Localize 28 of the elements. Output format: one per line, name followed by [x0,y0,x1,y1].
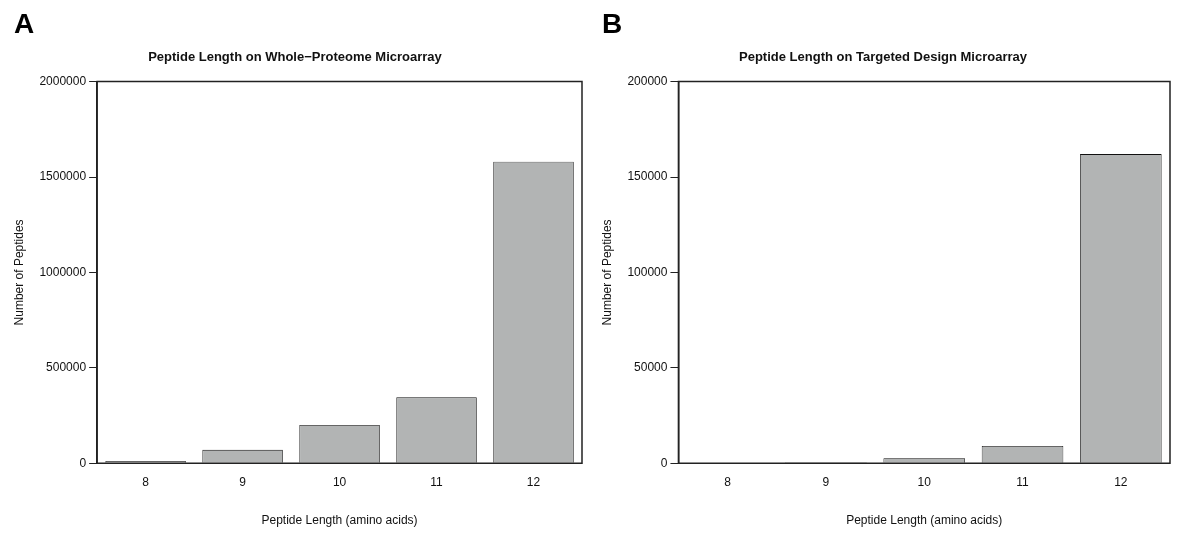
x-axis-title: Peptide Length (amino acids) [846,513,1003,528]
y-tick-label: 50000 [634,360,668,375]
y-tick-label: 500000 [46,360,87,375]
text: B [602,8,623,40]
y-tick-label: 1000000 [39,264,87,279]
chart-title: Peptide Length on Targeted Design Microarray [739,49,1028,65]
y-tick-label: 100000 [627,264,668,279]
y-axis-title: Number of Peptides [11,219,26,326]
y-axis-title: Number of Peptides [599,219,614,326]
x-tick-label: 11 [1016,474,1030,489]
x-tick-label: 9 [239,474,247,489]
y-tick-label: 0 [79,455,87,470]
y-tick-label: 150000 [627,169,668,184]
x-tick-label: 10 [917,474,932,489]
x-tick-label: 11 [430,474,444,489]
x-tick-label: 12 [1114,474,1128,489]
text: A [14,8,35,40]
x-tick-label: 8 [142,474,150,489]
x-tick-label: 8 [724,474,732,489]
y-tick-label: 0 [660,455,668,470]
y-tick-label: 2000000 [39,73,87,88]
y-tick-label: 200000 [627,73,668,88]
x-tick-label: 10 [332,474,347,489]
x-tick-label: 12 [526,474,541,489]
chart-title: Peptide Length on Whole−Proteome Microarray [148,49,443,65]
y-tick-label: 1500000 [39,169,87,184]
x-tick-label: 9 [822,474,830,489]
x-axis-title: Peptide Length (amino acids) [261,513,418,528]
